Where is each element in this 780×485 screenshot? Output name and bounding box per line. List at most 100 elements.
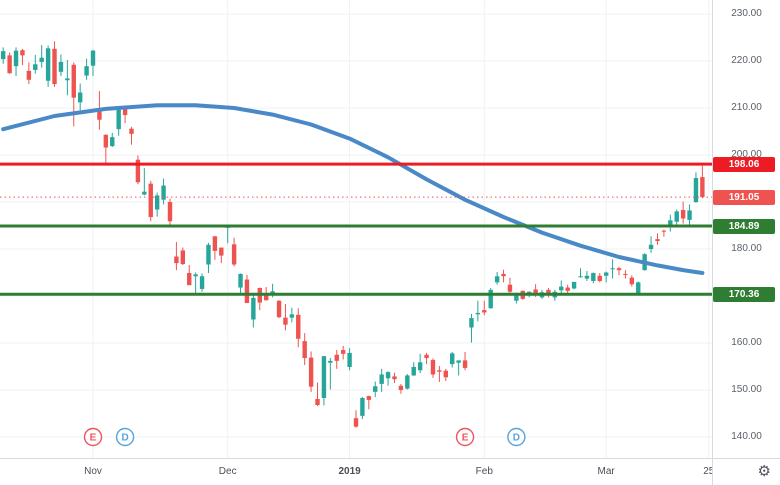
candle-body	[411, 366, 416, 376]
earnings-marker-letter: E	[90, 433, 97, 444]
candle-body	[636, 282, 641, 295]
candle-body	[661, 230, 667, 232]
candle-body	[71, 64, 76, 98]
price-tick-label: 150.00	[731, 384, 762, 395]
candlestick-series[interactable]	[1, 41, 705, 428]
earnings-marker[interactable]: E	[83, 427, 103, 447]
candle-body	[26, 70, 32, 80]
candle-body	[353, 418, 359, 427]
candle-body	[559, 286, 564, 291]
candle-body	[668, 220, 673, 227]
candle-body	[7, 55, 12, 74]
candle-body	[334, 354, 339, 361]
candle-body	[462, 360, 468, 368]
earnings-marker[interactable]: E	[455, 427, 475, 447]
candle-body	[219, 247, 224, 256]
candle-body	[1, 51, 6, 60]
candle-body	[167, 202, 173, 222]
candle-body	[443, 370, 448, 378]
candle-body	[680, 209, 686, 219]
candle-body	[514, 294, 519, 301]
time-axis-label: Feb	[475, 466, 493, 477]
candle-body	[366, 396, 372, 400]
candle-body	[700, 177, 705, 198]
candle-body	[398, 385, 404, 390]
candle-body	[379, 374, 384, 384]
settings-gear-icon[interactable]: ⚙	[757, 463, 771, 480]
candle-body	[392, 376, 397, 380]
candle-body	[45, 48, 51, 81]
price-axis[interactable]: 230.00220.00210.00200.00190.00180.00170.…	[712, 0, 780, 458]
candle-body	[610, 268, 615, 270]
candle-body	[122, 108, 128, 116]
candle-body	[289, 314, 295, 318]
candle-body	[193, 274, 198, 277]
price-tick-label: 200.00	[731, 149, 762, 160]
candle-body	[482, 310, 487, 313]
candle-body	[270, 291, 275, 294]
candle-body	[347, 352, 352, 367]
candle-body	[103, 134, 109, 148]
candle-body	[360, 397, 365, 416]
candle-body	[302, 341, 307, 359]
candle-body	[655, 239, 660, 242]
candle-body	[206, 244, 211, 265]
candle-body	[296, 314, 301, 339]
candle-body	[616, 268, 622, 271]
last-price-line-price-label: 191.05	[713, 189, 775, 205]
candle-body	[693, 178, 699, 202]
candle-body	[161, 185, 166, 200]
candle-body	[65, 78, 70, 81]
earnings-marker-circle	[455, 427, 475, 447]
candle-body	[430, 359, 436, 375]
earnings-marker-circle	[83, 427, 103, 447]
candle-body	[687, 210, 692, 220]
candle-body	[437, 370, 442, 372]
time-axis[interactable]: Nov Dec 2019 Feb Mar 25	[0, 458, 714, 485]
dividend-marker-circle	[507, 427, 526, 447]
candle-body	[674, 211, 679, 222]
time-axis-label: 2019	[338, 466, 361, 477]
candle-body	[565, 287, 570, 291]
candle-body	[174, 256, 179, 264]
time-axis-label: Nov	[84, 466, 102, 477]
dividend-marker[interactable]: D	[115, 427, 135, 447]
candle-body	[135, 159, 141, 183]
candle-body	[77, 92, 83, 103]
candle-body	[84, 66, 89, 76]
dividend-marker-circle	[115, 427, 135, 447]
candle-body	[578, 276, 583, 278]
candle-body	[199, 276, 205, 289]
candle-body	[623, 273, 628, 275]
candle-body	[456, 360, 461, 363]
candle-body	[328, 360, 333, 363]
candle-body	[251, 297, 256, 320]
candle-body	[469, 318, 474, 328]
candle-body	[33, 64, 38, 70]
candle-body	[231, 244, 237, 265]
candle-body	[648, 244, 654, 249]
candle-body	[244, 279, 250, 304]
candle-body	[475, 312, 481, 315]
candle-body	[385, 372, 391, 379]
candle-body	[110, 137, 115, 147]
candle-body	[405, 375, 410, 389]
candle-body	[597, 275, 602, 281]
candle-body	[154, 195, 160, 210]
candle-body	[494, 276, 500, 283]
moving-average-line	[1, 103, 705, 275]
support-line-upper-price-label: 184.89	[713, 218, 775, 234]
candle-body	[417, 362, 423, 371]
candle-body	[340, 350, 346, 354]
candle-body	[450, 353, 455, 365]
candle-body	[116, 108, 121, 130]
candle-body	[584, 275, 590, 279]
candle-body	[20, 50, 25, 56]
dividend-marker[interactable]: D	[507, 427, 526, 447]
candle-body	[13, 50, 19, 67]
candle-body	[373, 386, 378, 392]
candle-body	[315, 398, 320, 406]
